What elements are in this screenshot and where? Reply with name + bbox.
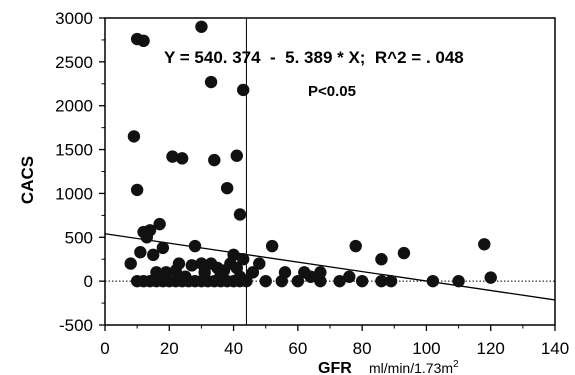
x-tick-label: 60	[288, 339, 307, 358]
data-point	[130, 183, 144, 197]
regression-line	[104, 233, 556, 301]
regression-line-group	[104, 233, 556, 301]
data-point	[314, 274, 327, 288]
y-tick-label: 2000	[55, 97, 93, 116]
data-point	[304, 270, 317, 283]
data-point	[314, 266, 327, 279]
p-value-annotation: P<0.05	[308, 83, 356, 100]
x-axis-unit-superscript: 2	[453, 359, 459, 370]
data-point	[355, 274, 369, 288]
y-tick-label: 500	[65, 228, 93, 247]
data-point	[375, 274, 388, 288]
data-point	[349, 239, 362, 253]
x-tick-label: 20	[160, 339, 179, 358]
data-point	[237, 253, 250, 266]
data-point	[230, 149, 243, 162]
data-point	[204, 75, 218, 89]
y-tick-label: 0	[84, 272, 93, 291]
y-tick-label: -500	[59, 316, 93, 335]
data-point	[150, 266, 163, 279]
axis-ticks: 0 20 40 60 80 100 120 140 -500 0 500 1000 1500 2000 25…	[55, 9, 569, 358]
data-point	[384, 274, 398, 288]
y-tick-label: 3000	[55, 9, 93, 28]
data-point	[259, 274, 272, 288]
data-point	[166, 150, 179, 163]
data-point	[156, 241, 170, 255]
data-point	[147, 248, 160, 262]
x-axis-unit: ml/min/1.73m2	[369, 359, 459, 375]
data-point	[137, 34, 150, 48]
data-point	[134, 245, 147, 259]
data-point	[478, 238, 491, 251]
data-point	[153, 217, 166, 231]
x-tick-label: 80	[353, 339, 372, 358]
y-axis-label: CACS	[18, 156, 37, 204]
data-point	[185, 259, 198, 272]
data-point	[484, 271, 497, 284]
data-point	[188, 239, 202, 253]
data-point	[333, 274, 346, 288]
regression-equation: Y = 540. 374 - 5. 389 * X; R^2 = . 048	[164, 48, 464, 67]
y-tick-label: 2500	[55, 53, 93, 72]
data-point	[375, 253, 388, 266]
y-tick-label: 1000	[55, 184, 93, 203]
data-point	[397, 246, 411, 260]
x-axis-label: GFR	[318, 360, 352, 375]
x-tick-label: 100	[412, 339, 440, 358]
data-point	[175, 152, 189, 165]
x-tick-label: 0	[100, 339, 109, 358]
data-point	[127, 130, 141, 143]
x-axis-unit-text: ml/min/1.73m	[369, 360, 453, 375]
x-tick-label: 120	[477, 339, 505, 358]
data-point	[195, 20, 208, 33]
data-point	[233, 208, 247, 221]
data-point	[291, 274, 305, 288]
data-point	[246, 266, 260, 279]
data-point	[124, 257, 137, 270]
x-tick-label: 40	[224, 339, 243, 358]
data-point	[253, 257, 266, 270]
data-point	[275, 274, 288, 288]
data-point	[220, 181, 234, 195]
data-point	[143, 224, 157, 237]
data-point	[208, 153, 221, 167]
data-point	[237, 83, 250, 97]
data-point	[172, 257, 186, 270]
data-point	[426, 274, 440, 288]
y-tick-label: 1500	[55, 141, 93, 160]
data-point	[240, 274, 253, 288]
data-point	[227, 248, 240, 262]
data-point	[343, 270, 356, 283]
data-point	[265, 239, 279, 253]
data-points	[124, 20, 497, 288]
data-point	[452, 274, 465, 288]
x-tick-label: 140	[541, 339, 569, 358]
